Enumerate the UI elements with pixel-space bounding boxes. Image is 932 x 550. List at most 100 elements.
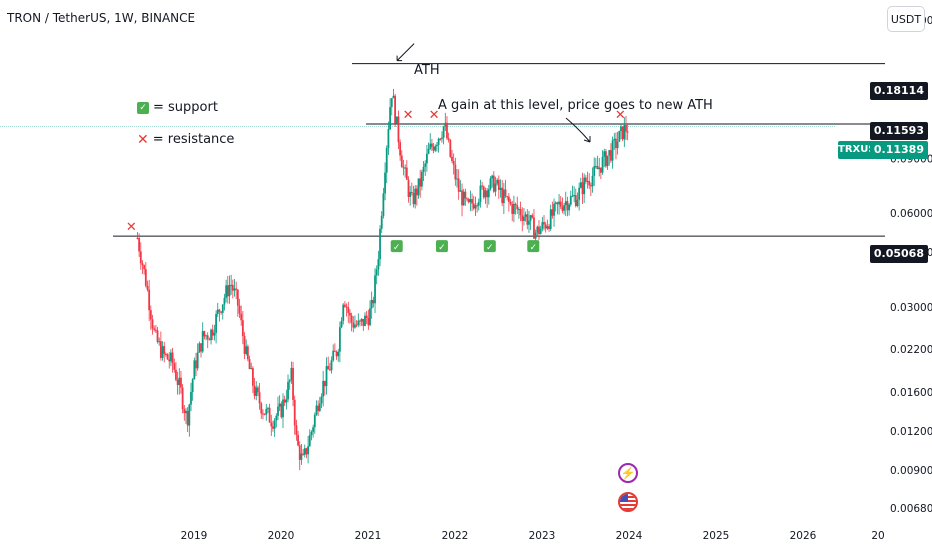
candle-body: [474, 205, 477, 209]
candle-body: [230, 284, 233, 286]
candle-body: [374, 275, 376, 304]
candle-body: [146, 285, 149, 290]
candle-body: [571, 195, 574, 197]
candle-body: [402, 167, 405, 169]
candle-body: [136, 237, 139, 239]
candle-body: [312, 427, 315, 432]
candle-body: [514, 203, 517, 206]
candle-body: [349, 312, 351, 316]
candle-body: [370, 299, 373, 309]
candle-body: [313, 414, 316, 428]
candle-body: [404, 167, 407, 169]
candle-body: [260, 403, 263, 414]
lightning-event-icon[interactable]: ⚡: [618, 463, 638, 483]
candle-body: [507, 196, 510, 202]
currency-button[interactable]: USDT: [887, 6, 925, 32]
candle-body: [185, 410, 187, 414]
candle-body: [446, 122, 448, 139]
candle-body: [467, 199, 470, 203]
candle-body: [559, 201, 562, 207]
us-flag-event-icon[interactable]: [618, 492, 638, 512]
candle-body: [613, 138, 616, 141]
candle-body: [338, 327, 341, 352]
candle-body: [419, 178, 422, 187]
current-price-tag: 0.11389: [869, 141, 928, 159]
candle-body: [431, 143, 433, 147]
candle-body: [589, 185, 592, 187]
candle-body: [173, 363, 176, 370]
candle-body: [469, 199, 472, 203]
candle-body: [615, 138, 617, 149]
candle-body: [502, 189, 505, 204]
candle-body: [471, 199, 473, 204]
candle-body: [576, 199, 579, 206]
candle-body: [389, 107, 391, 130]
candle-body: [362, 318, 365, 326]
y-tick-label: 0.01600: [890, 387, 932, 399]
candle-body: [307, 446, 310, 455]
candle-body: [357, 320, 360, 325]
candle-body: [461, 190, 463, 206]
candle-body: [337, 351, 340, 357]
candle-body: [477, 201, 480, 206]
candle-body: [282, 399, 284, 418]
y-tick-label: 0.00680: [890, 503, 932, 515]
candle-body: [220, 311, 223, 313]
candle-body: [387, 129, 390, 148]
candle-body: [354, 324, 356, 328]
candle-body: [297, 434, 299, 446]
candle-body: [616, 141, 619, 149]
candle-body: [210, 329, 212, 341]
candle-body: [409, 191, 412, 198]
candle-body: [153, 328, 156, 330]
candle-body: [405, 167, 408, 180]
candle-body: [181, 387, 184, 410]
candle-body: [327, 366, 330, 370]
x-tick-label: 2019: [181, 530, 208, 542]
candle-body: [379, 228, 381, 260]
candle-body: [218, 309, 221, 312]
candle-body: [546, 226, 549, 229]
candle-body: [492, 175, 495, 192]
candle-body: [561, 206, 564, 211]
resistance-price-tag: 0.11593: [869, 122, 928, 140]
candle-body: [581, 182, 584, 195]
candle-body: [138, 238, 141, 252]
candle-body: [626, 131, 629, 133]
candle-body: [407, 179, 410, 198]
candle-body: [392, 95, 395, 99]
candle-body: [548, 226, 550, 229]
candle-body: [164, 353, 167, 355]
candle-body: [342, 304, 345, 321]
candle-body: [491, 175, 494, 179]
candle-body: [223, 297, 226, 305]
candle-body: [350, 315, 353, 323]
candle-body: [422, 166, 425, 172]
candle-body: [563, 205, 565, 211]
candle-body: [195, 360, 197, 369]
candle-body: [303, 448, 306, 455]
candle-body: [250, 368, 253, 370]
candle-body: [245, 346, 248, 354]
candle-body: [551, 209, 554, 216]
candle-body: [228, 284, 231, 297]
x-tick-label: 2026: [790, 530, 817, 542]
candle-body: [262, 413, 264, 415]
candle-body: [159, 341, 162, 358]
candle-body: [265, 408, 268, 415]
candle-body: [255, 387, 258, 396]
candle-body: [175, 369, 177, 380]
candle-body: [593, 166, 596, 177]
candle-body: [512, 203, 515, 214]
candle-body: [501, 187, 504, 204]
candle-body: [466, 198, 468, 200]
candle-body: [318, 403, 321, 411]
candle-body: [180, 377, 182, 388]
symbol-title[interactable]: TRON / TetherUS, 1W, BINANCE: [7, 11, 196, 25]
horizontal-lines: [0, 63, 885, 237]
candle-body: [529, 215, 532, 221]
candle-body: [497, 179, 500, 190]
candle-body: [484, 190, 487, 198]
candle-body: [375, 269, 378, 276]
